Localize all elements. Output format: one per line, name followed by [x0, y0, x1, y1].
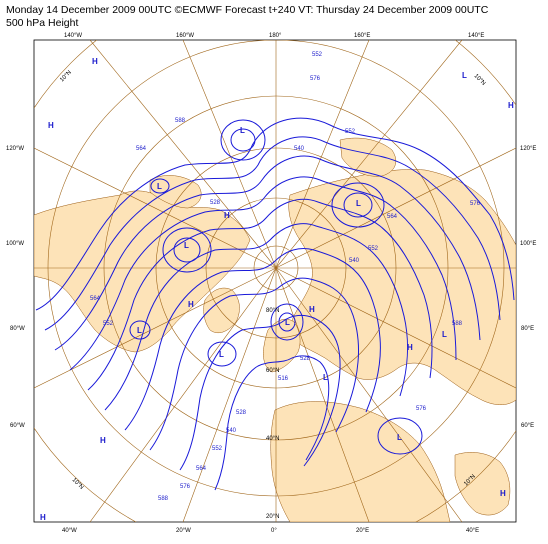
lon-label-right: 100°E: [520, 241, 536, 247]
lat-label-60n: 60°N: [266, 368, 279, 374]
lon-label-top: 140°E: [468, 33, 484, 39]
chart-subtitle: 500 hPa Height: [6, 17, 79, 29]
contour-label: 564: [387, 214, 398, 220]
lon-label-right: 60°E: [521, 423, 534, 429]
contour-label: 564: [196, 466, 207, 472]
contour-label: 552: [103, 321, 114, 327]
low-center-marker: L: [184, 241, 189, 250]
lon-label-top: 160°E: [354, 33, 370, 39]
low-center-marker: L: [462, 71, 467, 80]
low-center-marker: L: [285, 318, 290, 327]
high-center-marker: H: [508, 101, 514, 110]
contour-label: 552: [368, 246, 379, 252]
land-eurasia: [288, 169, 516, 405]
contour-label: 552: [212, 446, 223, 452]
lon-label-bottom: 40°W: [62, 528, 77, 534]
lon-label-top: 140°W: [64, 33, 82, 39]
high-center-marker: H: [407, 343, 413, 352]
contour-label: 528: [300, 356, 311, 362]
contour-label: 564: [136, 146, 147, 152]
lon-label-bottom: 0°: [271, 528, 277, 534]
high-center-marker: H: [309, 305, 315, 314]
contour-label: 540: [294, 146, 305, 152]
high-center-marker: H: [92, 57, 98, 66]
lon-label-top: 160°W: [176, 33, 194, 39]
contour-label: 552: [312, 52, 323, 58]
lon-label-left: 100°W: [6, 241, 24, 247]
contour-label: 564: [90, 296, 101, 302]
lon-label-left: 80°W: [10, 326, 25, 332]
land-africa: [270, 401, 451, 522]
contour-label: 552: [345, 129, 356, 135]
lat-label-40n: 40°N: [266, 436, 279, 442]
meridians: [34, 40, 516, 522]
high-center-marker: H: [40, 513, 46, 522]
contour-label: 540: [226, 428, 237, 434]
land-alaska: [149, 175, 202, 209]
contour-label: 540: [349, 258, 360, 264]
contour-label: 588: [175, 118, 186, 124]
contour-label: 516: [278, 376, 289, 382]
lat-label-80n: 80°N: [266, 308, 279, 314]
chart-title: Monday 14 December 2009 00UTC ©ECMWF For…: [6, 4, 489, 16]
contour-label: 576: [180, 484, 191, 490]
land-masses: [34, 137, 516, 522]
lat-label-20n: 20°N: [266, 514, 279, 520]
contour-label-group: 552 576 588 564 552 540 528 576 564 552 …: [90, 52, 481, 502]
pressure-centers: H H H L L H L H L L H L L L H H H L L L …: [40, 57, 514, 522]
low-center-marker: L: [356, 199, 361, 208]
high-center-marker: H: [48, 121, 54, 130]
contour-label: 528: [236, 410, 247, 416]
contour-label: 588: [158, 496, 169, 502]
contour-label: 576: [416, 406, 427, 412]
low-center-marker: L: [323, 373, 328, 382]
lon-label-bottom: 40°E: [466, 528, 479, 534]
contour-label: 588: [452, 321, 463, 327]
low-center-marker: L: [397, 433, 402, 442]
lon-label-right: 120°E: [520, 146, 536, 152]
contour-label: 528: [210, 200, 221, 206]
land-arabia: [454, 452, 511, 516]
low-center-marker: L: [157, 182, 162, 191]
low-center-marker: L: [219, 350, 224, 359]
low-center-marker: L: [442, 330, 447, 339]
lon-label-bottom: 20°W: [176, 528, 191, 534]
high-center-marker: H: [500, 489, 506, 498]
low-center-marker: L: [240, 126, 245, 135]
high-center-marker: H: [224, 211, 230, 220]
lon-label-bottom: 20°E: [356, 528, 369, 534]
lon-label-left: 60°W: [10, 423, 25, 429]
height-contours: [35, 117, 515, 491]
lon-label-top: 180°: [269, 33, 282, 39]
low-center-marker: L: [137, 326, 142, 335]
lon-label-right: 80°E: [521, 326, 534, 332]
contour-label: 576: [470, 201, 481, 207]
lon-label-left: 120°W: [6, 146, 24, 152]
high-center-marker: H: [188, 300, 194, 309]
longitude-labels: 140°W 160°W 180° 160°E 140°E 40°W 20°W 0…: [6, 33, 536, 534]
contour-label: 576: [310, 76, 321, 82]
high-center-marker: H: [100, 436, 106, 445]
